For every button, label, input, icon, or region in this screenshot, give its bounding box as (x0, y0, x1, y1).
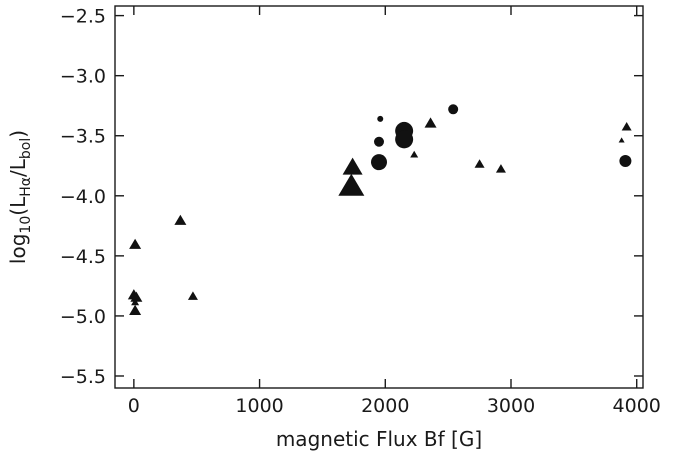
x-tick-labels: 0 1000 2000 3000 4000 (128, 395, 661, 417)
triangle-marker (495, 164, 506, 173)
plot-frame (114, 5, 644, 389)
triangle-marker (621, 122, 632, 131)
triangle-marker (131, 298, 140, 306)
y-axis-log: log (6, 234, 30, 265)
y-tick-label: −5.0 (60, 306, 106, 328)
y-tick-label: −4.0 (60, 186, 106, 208)
y-axis-numerator-sub: Hα (18, 177, 34, 197)
y-tick-label: −5.5 (60, 366, 106, 388)
y-axis-numerator: L (6, 196, 30, 208)
circle-marker (448, 104, 459, 115)
triangle-marker (187, 291, 198, 300)
x-tick-label: 1000 (235, 395, 283, 417)
circle-marker (395, 130, 414, 149)
triangle-marker (129, 304, 142, 315)
x-tick-label: 2000 (361, 395, 409, 417)
y-tick-label: −4.5 (60, 246, 106, 268)
x-tick-label: 0 (128, 395, 140, 417)
triangle-marker (174, 214, 187, 225)
y-tick-label: −3.5 (60, 126, 106, 148)
triangle-marker (338, 173, 365, 196)
x-tick-label: 3000 (487, 395, 535, 417)
triangle-marker (410, 150, 419, 158)
circle-marker (371, 154, 387, 171)
triangle-marker (130, 291, 143, 302)
tick-marks (115, 6, 643, 388)
y-tick-label: −2.5 (60, 6, 106, 28)
y-axis-denominator-sub: bol (18, 138, 34, 159)
circle-marker (377, 115, 384, 122)
circle-marker (374, 136, 384, 147)
y-tick-labels: −2.5 −3.0 −3.5 −4.0 −4.5 −5.0 −5.5 (60, 6, 106, 388)
y-axis-divider: / (6, 170, 30, 177)
y-tick-label: −3.0 (60, 66, 106, 88)
x-axis-title: magnetic Flux Bf [G] (276, 427, 482, 451)
y-axis-denominator: L (6, 158, 30, 170)
triangle-marker (424, 117, 437, 128)
triangle-marker (618, 137, 625, 143)
circle-marker (619, 154, 632, 167)
y-axis-log-base: 10 (18, 216, 34, 234)
triangle-marker (342, 157, 363, 175)
triangle-marker (129, 238, 142, 249)
x-tick-label: 4000 (613, 395, 661, 417)
y-axis-title: log10(LHα/Lbol) (6, 130, 34, 264)
triangle-marker (474, 159, 485, 168)
data-markers (127, 104, 632, 315)
